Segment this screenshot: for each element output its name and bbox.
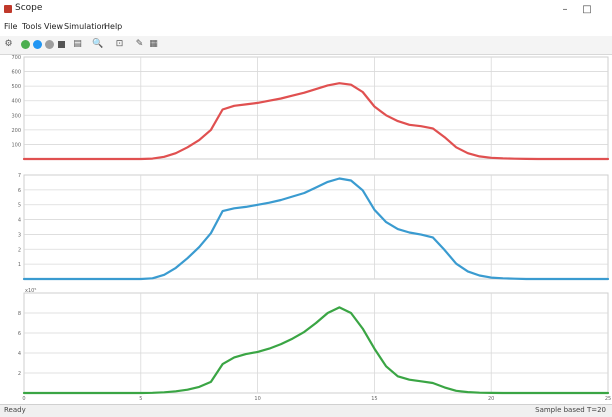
axes-icon[interactable]: ⊡ <box>115 39 124 49</box>
y-tick-label: 5 <box>18 203 21 209</box>
x-tick-label: 25 <box>605 396 611 400</box>
highlight-icon[interactable]: ✎ <box>135 39 144 49</box>
status-text: Ready <box>4 406 26 414</box>
title-bar: Scope – □ <box>0 0 612 20</box>
plot-frame-3 <box>23 292 609 394</box>
y-tick-label: 4 <box>18 351 21 357</box>
y-tick-label: 600 <box>11 70 21 76</box>
y-tick-label: 300 <box>11 113 21 119</box>
plot-frame-1 <box>23 56 609 160</box>
y-tick-label: 500 <box>11 84 21 90</box>
status-info: Sample based T=20 <box>535 406 606 414</box>
status-bar: Ready Sample based T=20 <box>0 404 612 417</box>
scope-plots: 700 600 500 400 300 200 100 7 6 5 4 3 2 1 8 6 4 2 x10⁵ 0 5 10… <box>11 55 611 402</box>
menu-simulation[interactable]: Simulation <box>64 22 107 31</box>
y-tick-label: 4 <box>18 218 21 224</box>
y-tick-label: 100 <box>11 142 21 148</box>
series-line-2 <box>22 177 610 281</box>
series-line-3 <box>22 306 610 395</box>
y-tick-label: 6 <box>18 188 21 194</box>
menu-tools[interactable]: Tools <box>22 22 42 31</box>
y-tick-label: 1 <box>18 262 21 268</box>
menu-bar: File Tools View Simulation Help <box>0 20 612 36</box>
style-icon[interactable]: ▦ <box>149 39 158 49</box>
x-tick-label: 20 <box>488 396 494 400</box>
minimize-button[interactable]: – <box>562 4 568 15</box>
layout-icon[interactable]: ▤ <box>73 39 82 49</box>
y-tick-label: 6 <box>18 331 21 337</box>
step-back-icon[interactable] <box>32 39 43 50</box>
scope-plot-area: 700 600 500 400 300 200 100 7 6 5 4 3 2 1 8 6 4 2 x10⁵ 0 5 10… <box>0 55 612 402</box>
zoom-icon[interactable]: 🔍 <box>92 39 104 49</box>
window-title: Scope <box>15 3 43 13</box>
y-tick-label: 400 <box>11 99 21 105</box>
x-tick-label: 15 <box>371 396 377 400</box>
y-tick-label: 7 <box>18 173 21 179</box>
x-tick-label: 10 <box>254 396 260 400</box>
run-icon[interactable] <box>20 39 31 50</box>
series-line-1 <box>22 82 610 161</box>
step-forward-icon[interactable] <box>44 39 55 50</box>
y-tick-label: 200 <box>11 128 21 134</box>
y-axis-unit: x10⁵ <box>25 288 36 294</box>
menu-file[interactable]: File <box>4 22 18 31</box>
plot-frame-2 <box>23 174 609 280</box>
menu-help[interactable]: Help <box>104 22 123 31</box>
x-tick-label: 5 <box>139 396 142 400</box>
toolbar: ⚙ ▤ 🔍 ⊡ ✎ ▦ <box>0 36 612 55</box>
scope-app-icon <box>4 5 12 13</box>
x-tick-label: 0 <box>22 396 25 400</box>
y-tick-label: 700 <box>11 55 21 61</box>
maximize-button[interactable]: □ <box>582 4 592 15</box>
menu-view[interactable]: View <box>44 22 63 31</box>
settings-icon[interactable]: ⚙ <box>4 39 13 49</box>
y-tick-label: 2 <box>18 371 21 377</box>
y-tick-label: 8 <box>18 311 21 317</box>
y-tick-label: 2 <box>18 247 21 253</box>
stop-icon[interactable] <box>56 39 67 50</box>
y-tick-label: 3 <box>18 232 21 238</box>
